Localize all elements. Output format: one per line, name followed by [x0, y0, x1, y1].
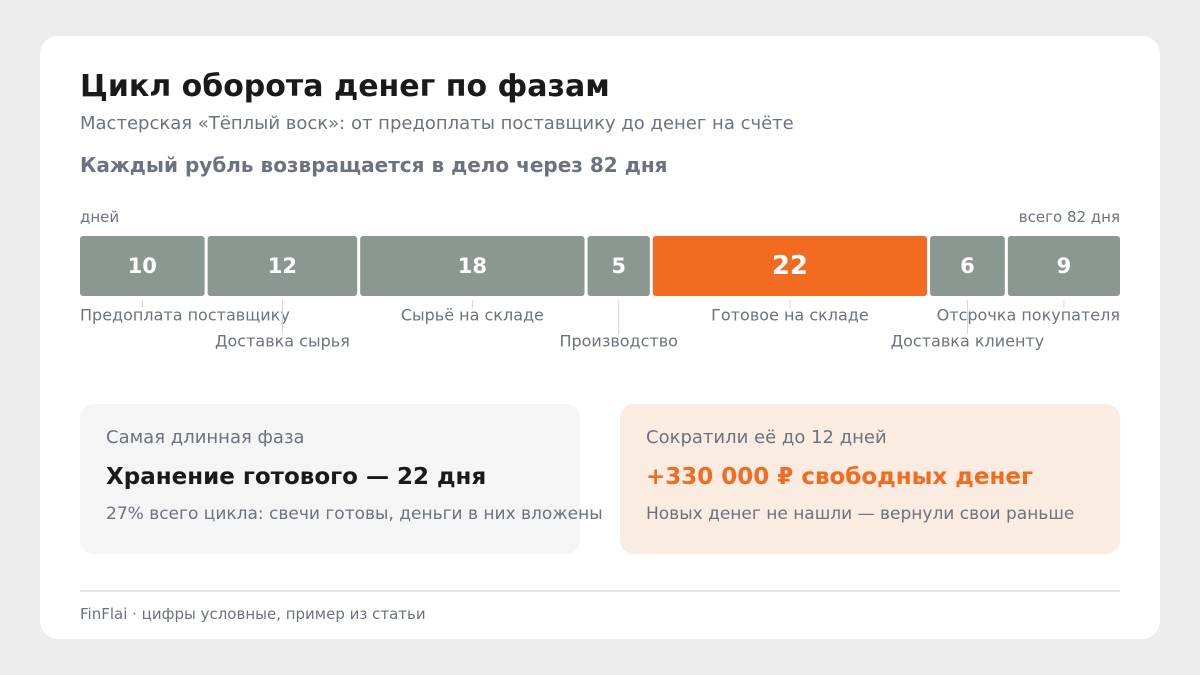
phase-label-4: Производство [559, 332, 678, 351]
phase-bar-5 [652, 236, 928, 296]
cycle-timeline-chart: 10 Предоплата поставщику 12 Доставка сырья 1… [80, 236, 1120, 351]
phase-bar-3 [360, 236, 585, 296]
footer-note: FinFlai · цифры условные, пример из стат… [80, 605, 426, 623]
longest-phase-caption: Самая длинная фаза [106, 427, 305, 448]
chart-card: Цикл оборота денег по фазам Мастерская «… [40, 36, 1160, 639]
phase-value-2: 12 [268, 254, 297, 278]
phase-value-6: 6 [960, 254, 975, 278]
improvement-value: +330 000 ₽ свободных денег [646, 464, 1033, 490]
phase-label-3: Сырьё на складе [401, 306, 544, 325]
total-label: всего 82 дня [1018, 208, 1120, 226]
improvement-panel: Сократили её до 12 дней +330 000 ₽ свобо… [620, 404, 1120, 554]
phase-value-5: 22 [772, 251, 808, 281]
chart-subtitle: Мастерская «Тёплый воск»: от предоплаты … [80, 113, 794, 134]
phase-bar-7 [1007, 236, 1120, 296]
phase-label-6: Доставка клиенту [891, 332, 1045, 351]
longest-phase-note: 27% всего цикла: свечи готовы, деньги в … [106, 504, 603, 524]
chart-title: Цикл оборота денег по фазам [80, 69, 610, 104]
longest-phase-panel: Самая длинная фаза Хранение готового — 2… [80, 404, 603, 554]
phase-value-4: 5 [611, 254, 626, 278]
improvement-note: Новых денег не нашли — вернули свои рань… [646, 504, 1075, 524]
improvement-caption: Сократили её до 12 дней [646, 427, 887, 448]
unit-label: дней [80, 208, 120, 226]
phase-value-7: 9 [1057, 254, 1072, 278]
phase-label-5: Готовое на складе [711, 306, 869, 325]
phase-label-7: Отсрочка покупателя [937, 306, 1120, 325]
phase-label-1: Предоплата поставщику [80, 306, 290, 325]
phase-bar-4 [587, 236, 650, 296]
chart-headline: Каждый рубль возвращается в дело через 8… [80, 153, 668, 177]
longest-phase-value: Хранение готового — 22 дня [106, 464, 487, 490]
phase-bar-6 [930, 236, 1005, 296]
footer-divider [80, 590, 1120, 592]
phase-label-2: Доставка сырья [215, 332, 350, 351]
phase-bar-2 [207, 236, 358, 296]
phase-bar-1 [80, 236, 205, 296]
phase-value-3: 18 [458, 254, 487, 278]
phase-value-1: 10 [128, 254, 157, 278]
